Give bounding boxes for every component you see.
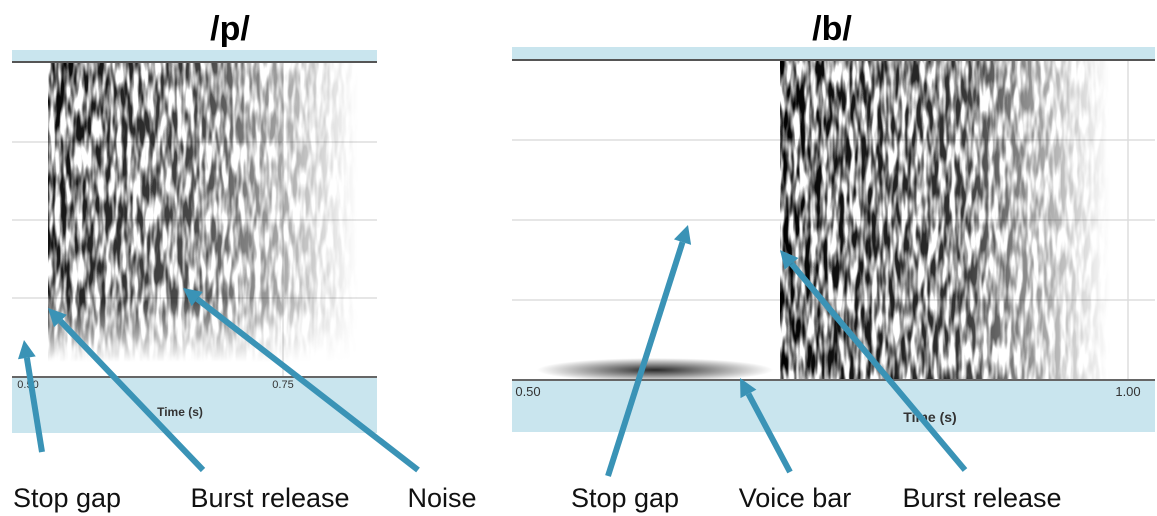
annotation: Voice bar (739, 483, 852, 513)
top-band (512, 47, 1155, 60)
annotation: Burst release (190, 483, 349, 513)
axis-label: Time (s) (157, 405, 203, 419)
tick-label: 0.50 (515, 384, 540, 399)
annotation: Noise (407, 483, 476, 513)
spectrogram (48, 62, 358, 362)
bottom-band (512, 380, 1155, 432)
annotation: Stop gap (13, 483, 121, 513)
panel-p: /p/ 0.50 0.75 Time (s) (12, 10, 377, 433)
panel-title: /b/ (812, 10, 852, 48)
voice-bar (537, 358, 773, 382)
spectrogram (780, 60, 1110, 380)
tick-label: 1.00 (1115, 384, 1140, 399)
figure: /p/ 0.50 0.75 Time (s) /b/ 0.50 1.00 (0, 0, 1157, 516)
tick-label: 0.75 (272, 379, 293, 391)
panel-b: /b/ 0.50 1.00 Time (s) (512, 10, 1155, 432)
panel-title: /p/ (210, 10, 250, 48)
annotation: Stop gap (571, 483, 679, 513)
axis-label: Time (s) (903, 409, 956, 425)
annotation: Burst release (902, 483, 1061, 513)
top-band (12, 50, 377, 62)
